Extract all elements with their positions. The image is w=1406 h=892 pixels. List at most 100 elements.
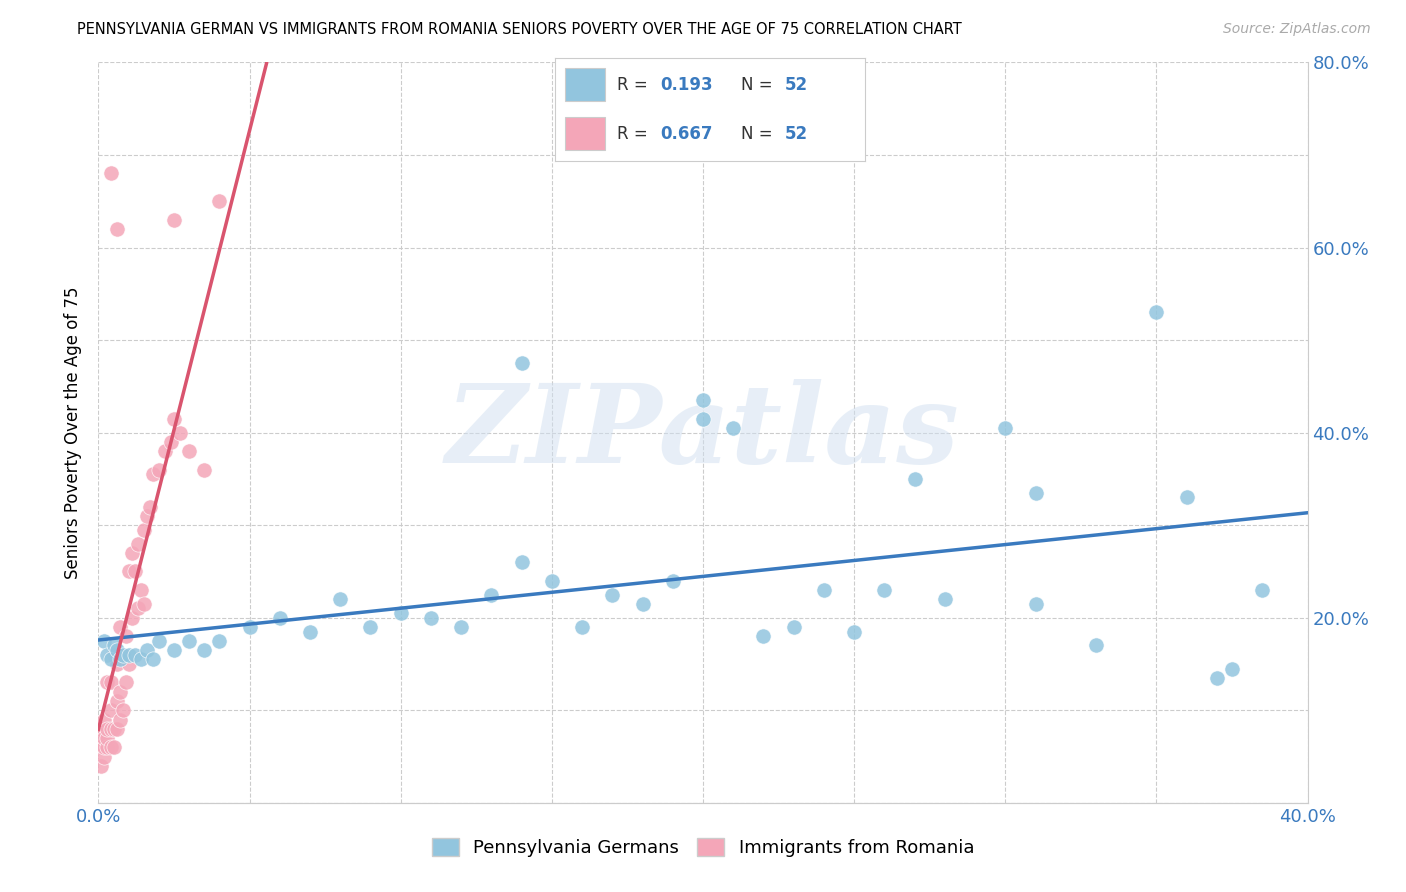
- Point: [329, 592, 352, 607]
- Point: [100, 652, 122, 666]
- Point: [299, 624, 322, 639]
- Point: [121, 546, 143, 560]
- Point: [124, 565, 146, 579]
- Point: [103, 639, 125, 653]
- Point: [994, 421, 1017, 435]
- Point: [105, 643, 128, 657]
- Text: Source: ZipAtlas.com: Source: ZipAtlas.com: [1223, 22, 1371, 37]
- Text: N =: N =: [741, 125, 778, 143]
- Point: [481, 588, 503, 602]
- Point: [132, 597, 155, 611]
- Point: [108, 652, 131, 666]
- Point: [124, 648, 146, 662]
- Point: [269, 610, 291, 624]
- Point: [96, 675, 118, 690]
- Text: 52: 52: [785, 76, 807, 94]
- Y-axis label: Seniors Poverty Over the Age of 75: Seniors Poverty Over the Age of 75: [65, 286, 83, 579]
- Point: [692, 393, 714, 408]
- Point: [100, 740, 122, 755]
- Point: [208, 633, 231, 648]
- Point: [96, 722, 118, 736]
- Point: [103, 722, 125, 736]
- Point: [420, 610, 443, 624]
- Bar: [565, 69, 605, 101]
- Point: [1085, 639, 1108, 653]
- Point: [105, 657, 128, 671]
- Point: [135, 643, 157, 657]
- Point: [90, 722, 112, 736]
- Point: [105, 722, 128, 736]
- Point: [132, 523, 155, 537]
- Legend: Pennsylvania Germans, Immigrants from Romania: Pennsylvania Germans, Immigrants from Ro…: [425, 830, 981, 864]
- Point: [873, 582, 896, 597]
- Point: [103, 648, 125, 662]
- Point: [844, 624, 866, 639]
- Point: [142, 652, 165, 666]
- Point: [602, 588, 624, 602]
- Point: [239, 620, 262, 634]
- Point: [148, 633, 170, 648]
- Point: [783, 620, 806, 634]
- Point: [90, 740, 112, 755]
- Point: [163, 411, 186, 425]
- Point: [118, 657, 141, 671]
- Point: [103, 740, 125, 755]
- Point: [111, 648, 134, 662]
- Point: [934, 592, 956, 607]
- Point: [360, 620, 382, 634]
- Point: [129, 652, 152, 666]
- Point: [129, 582, 152, 597]
- Point: [105, 694, 128, 708]
- Point: [96, 731, 118, 745]
- Point: [100, 722, 122, 736]
- Point: [752, 629, 775, 643]
- Point: [148, 462, 170, 476]
- Text: ZIPatlas: ZIPatlas: [446, 379, 960, 486]
- Point: [1024, 485, 1046, 500]
- Point: [114, 629, 136, 643]
- Point: [105, 222, 128, 236]
- Point: [813, 582, 835, 597]
- Point: [93, 713, 115, 727]
- Point: [661, 574, 683, 588]
- Point: [179, 633, 201, 648]
- Point: [1175, 491, 1198, 505]
- Point: [93, 749, 115, 764]
- Point: [692, 411, 714, 425]
- Point: [160, 434, 183, 449]
- Point: [1251, 582, 1274, 597]
- Point: [139, 500, 162, 514]
- Point: [100, 703, 122, 717]
- Point: [96, 648, 118, 662]
- Point: [179, 444, 201, 458]
- Point: [93, 731, 115, 745]
- Point: [510, 356, 533, 370]
- Point: [169, 425, 191, 440]
- Point: [127, 536, 149, 550]
- Point: [571, 620, 593, 634]
- Text: N =: N =: [741, 76, 778, 94]
- Text: PENNSYLVANIA GERMAN VS IMMIGRANTS FROM ROMANIA SENIORS POVERTY OVER THE AGE OF 7: PENNSYLVANIA GERMAN VS IMMIGRANTS FROM R…: [77, 22, 962, 37]
- Point: [111, 648, 134, 662]
- Point: [93, 740, 115, 755]
- Point: [100, 166, 122, 180]
- Point: [631, 597, 654, 611]
- Text: 0.667: 0.667: [661, 125, 713, 143]
- Point: [163, 212, 186, 227]
- Point: [1206, 671, 1229, 685]
- Text: 52: 52: [785, 125, 807, 143]
- Point: [163, 643, 186, 657]
- Point: [193, 462, 215, 476]
- Point: [90, 758, 112, 772]
- Point: [93, 633, 115, 648]
- Point: [904, 472, 927, 486]
- Point: [108, 713, 131, 727]
- Point: [127, 601, 149, 615]
- Point: [510, 555, 533, 569]
- Point: [135, 508, 157, 523]
- Point: [118, 648, 141, 662]
- Point: [1220, 662, 1243, 676]
- Text: 0.193: 0.193: [661, 76, 713, 94]
- Text: R =: R =: [617, 125, 654, 143]
- Point: [208, 194, 231, 209]
